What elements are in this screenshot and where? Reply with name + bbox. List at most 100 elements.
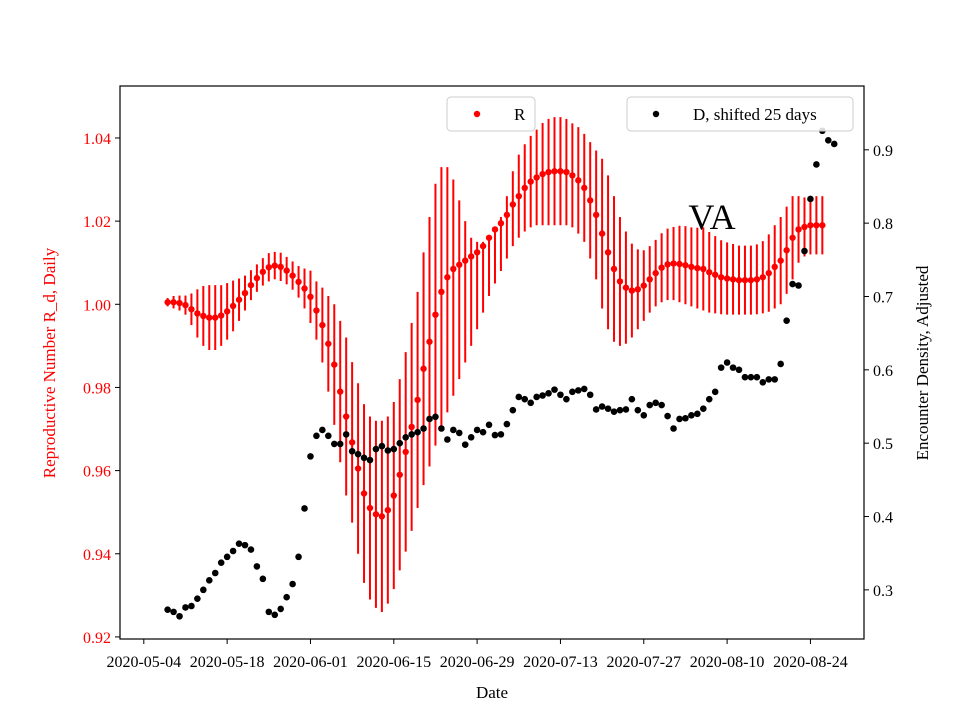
d-point (521, 395, 529, 403)
x-tick-label: 2020-06-01 (273, 654, 348, 671)
d-point (580, 385, 588, 393)
d-point (348, 447, 356, 455)
r-point (497, 220, 505, 227)
d-point (319, 426, 326, 434)
d-point (717, 364, 725, 371)
d-point (253, 563, 261, 570)
d-point (390, 445, 398, 453)
d-point (569, 388, 576, 396)
d-point (545, 390, 552, 397)
d-point (241, 541, 249, 549)
y-right-tick-label: 0.8 (873, 216, 893, 233)
d-point (491, 431, 499, 439)
r-point (640, 282, 647, 289)
x-tick-label: 2020-06-15 (356, 654, 431, 671)
r-point (503, 211, 511, 219)
y-left-tick-label: 0.96 (83, 464, 111, 481)
r-point (438, 288, 445, 296)
d-point (378, 442, 386, 450)
d-point (414, 428, 421, 436)
r-point (700, 265, 707, 273)
r-point (378, 513, 386, 520)
r-point (717, 274, 725, 281)
d-point (658, 401, 665, 409)
r-point (247, 281, 255, 289)
d-point (604, 405, 612, 413)
r-point (759, 274, 767, 281)
d-point (723, 359, 731, 366)
d-point (336, 440, 344, 448)
d-point (592, 406, 600, 413)
d-point (354, 450, 362, 458)
r-point (331, 361, 338, 368)
d-point (479, 428, 487, 436)
r-point (646, 276, 653, 283)
d-point (271, 611, 279, 619)
r-point (277, 263, 284, 271)
y-right-tick-label: 0.4 (873, 510, 893, 527)
d-point (551, 386, 558, 393)
d-point (235, 540, 243, 547)
d-point (461, 441, 469, 448)
d-point (765, 376, 773, 383)
r-point (735, 276, 743, 284)
r-point (545, 168, 552, 176)
d-point (455, 429, 463, 437)
x-tick-label: 2020-06-29 (440, 654, 515, 671)
d-point (830, 140, 838, 148)
d-point (616, 406, 624, 414)
r-point (307, 293, 314, 301)
r-point (420, 365, 427, 372)
d-point (813, 161, 820, 168)
r-point (319, 321, 326, 329)
y-right-tick-label: 0.3 (873, 583, 893, 600)
r-point (456, 261, 463, 268)
r-point (783, 247, 790, 254)
y-right-tick-label: 0.5 (873, 436, 893, 453)
r-point (390, 492, 397, 499)
r-point (563, 168, 570, 176)
r-point (616, 278, 624, 285)
d-point (753, 373, 761, 381)
d-point (503, 420, 511, 428)
r-point (604, 249, 612, 256)
r-series-layer (164, 117, 826, 612)
d-point (527, 399, 534, 407)
d-point (771, 376, 779, 383)
d-point (575, 387, 582, 394)
r-point (575, 177, 582, 184)
r-point (533, 174, 540, 181)
d-point (664, 412, 671, 420)
y-right-tick-label: 0.6 (873, 363, 893, 380)
d-point (259, 575, 267, 583)
r-point (217, 312, 225, 319)
y-axis-label-right: Encounter Density, Adjusted (913, 265, 932, 460)
y-left-tick-label: 1.02 (83, 214, 111, 231)
r-point (807, 222, 814, 229)
d-point (688, 412, 695, 419)
legend-r-label: R (514, 105, 526, 124)
d-point (325, 432, 332, 440)
d-point (277, 605, 285, 613)
r-point (414, 396, 421, 404)
r-point (587, 197, 594, 204)
d-point (586, 391, 594, 399)
d-point (747, 373, 755, 381)
r-point (313, 307, 320, 314)
x-tick-label: 2020-08-10 (690, 654, 765, 671)
r-point (610, 265, 618, 273)
d-point (467, 434, 475, 441)
r-point (426, 338, 433, 345)
d-point (420, 425, 427, 432)
r-point (712, 271, 719, 278)
r-point (176, 299, 183, 307)
d-point (783, 317, 790, 324)
d-point (473, 426, 481, 434)
d-point (676, 415, 683, 423)
r-point (676, 260, 683, 268)
r-point (271, 262, 278, 269)
r-point (348, 439, 356, 446)
d-point (283, 593, 290, 601)
y-axis-label-left: Reproductive Number R_d, Daily (40, 247, 59, 478)
